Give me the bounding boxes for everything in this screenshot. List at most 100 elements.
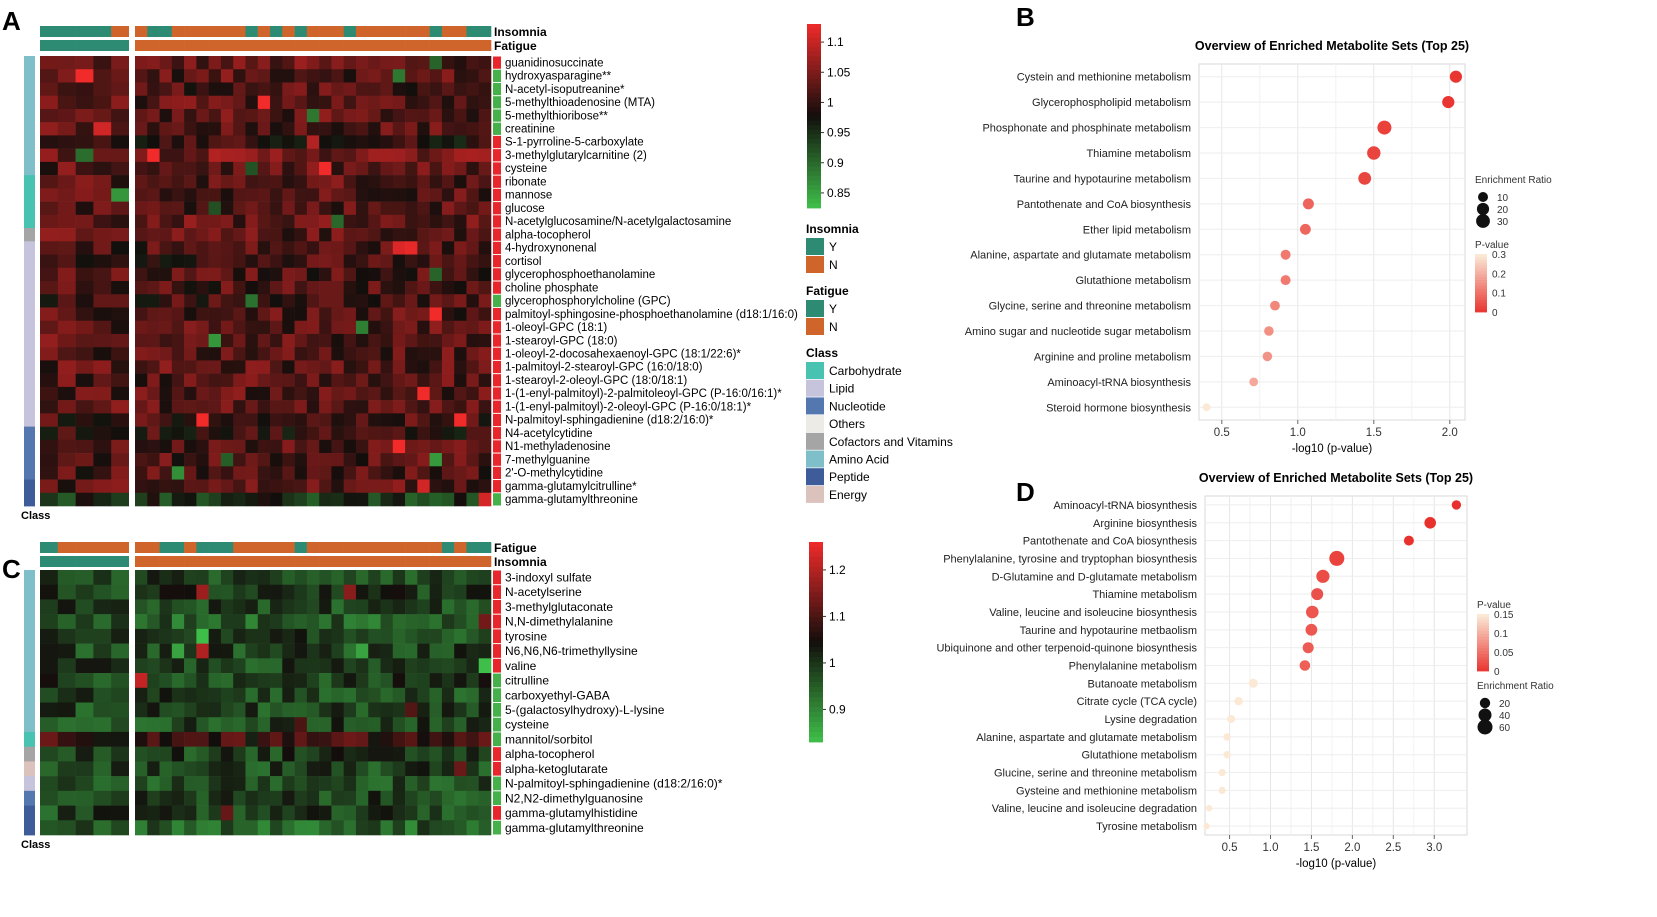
- heatmap-cell: [331, 570, 344, 586]
- heatmap-cell: [270, 281, 283, 295]
- heatmap-cell: [220, 643, 234, 659]
- heatmap-cell: [417, 347, 430, 361]
- heatmap-cell: [111, 148, 130, 163]
- annotation-cell: [220, 542, 234, 553]
- heatmap-cell: [380, 717, 394, 733]
- legend-class-swatch: [806, 397, 824, 415]
- heatmap-cell: [441, 453, 455, 467]
- size-legend-label: 20: [1497, 205, 1509, 216]
- annotation-cell: [454, 542, 467, 553]
- colorbar-tick-label: 0.95: [827, 126, 851, 140]
- heatmap-cell: [417, 175, 430, 189]
- heatmap-cell: [171, 254, 185, 269]
- heatmap-cell: [392, 161, 406, 176]
- heatmap-cell: [392, 400, 406, 414]
- heatmap-cell: [392, 687, 406, 703]
- heatmap-cell: [478, 584, 492, 600]
- annotation-track-label: Fatigue: [494, 39, 537, 53]
- heatmap-cell: [220, 386, 234, 401]
- heatmap-cell: [208, 347, 222, 361]
- data-point: [1329, 550, 1345, 566]
- heatmap-cell: [111, 628, 130, 644]
- heatmap-cell: [478, 307, 492, 322]
- size-legend-title: Enrichment Ratio: [1475, 175, 1552, 186]
- heatmap-cell: [159, 56, 173, 70]
- legend-class-title: Class: [806, 346, 838, 360]
- heatmap-cell: [245, 453, 259, 467]
- heatmap-cell: [196, 188, 209, 202]
- row-direction-marker: [493, 69, 501, 82]
- heatmap-cell: [257, 56, 271, 70]
- heatmap-cell: [355, 687, 369, 703]
- heatmap-cell: [319, 426, 332, 441]
- heatmap-cell: [159, 95, 173, 110]
- heatmap-cell: [245, 731, 259, 747]
- heatmap-cell: [196, 82, 209, 97]
- heatmap-cell: [171, 188, 185, 202]
- heatmap-cell: [245, 820, 259, 836]
- color-legend-step: [1477, 648, 1489, 652]
- heatmap-cell: [270, 386, 283, 401]
- heatmap-cell: [40, 426, 59, 441]
- color-legend-step: [1475, 306, 1487, 310]
- heatmap-cell: [380, 69, 394, 83]
- heatmap-cell: [441, 658, 455, 674]
- heatmap-cell: [196, 95, 209, 110]
- heatmap-cell: [40, 400, 59, 414]
- heatmap-cell: [196, 820, 209, 836]
- heatmap-cell: [392, 108, 406, 123]
- color-legend-step: [1475, 256, 1487, 261]
- color-legend-step: [1477, 639, 1489, 643]
- heatmap-cell: [355, 108, 369, 123]
- heatmap-cell: [355, 439, 369, 454]
- heatmap-cell: [343, 161, 357, 176]
- heatmap-cell: [40, 214, 59, 229]
- heatmap-cell: [245, 673, 259, 689]
- annotation-cell: [405, 556, 418, 567]
- heatmap-cell: [466, 214, 480, 229]
- heatmap-cell: [306, 643, 320, 659]
- heatmap-cell: [135, 466, 148, 480]
- color-legend-step: [1475, 300, 1487, 304]
- heatmap-cell: [245, 95, 259, 110]
- heatmap-cell: [368, 56, 381, 70]
- category-label: Phenylalanine, tyrosine and tryptophan b…: [943, 553, 1197, 565]
- heatmap-cell: [93, 320, 112, 335]
- heatmap-cell: [171, 790, 185, 806]
- heatmap-cell: [441, 333, 455, 348]
- heatmap-cell: [93, 228, 112, 242]
- color-legend-step: [1475, 274, 1487, 278]
- heatmap-cell: [171, 658, 185, 674]
- heatmap-cell: [208, 108, 222, 123]
- heatmap-cell: [40, 746, 59, 762]
- heatmap-cell: [466, 122, 480, 136]
- heatmap-cell: [270, 761, 283, 777]
- heatmap-cell: [40, 413, 59, 427]
- heatmap-cell: [282, 135, 295, 149]
- heatmap-cell: [282, 717, 295, 733]
- heatmap-cell: [93, 658, 112, 674]
- heatmap-cell: [343, 584, 357, 600]
- heatmap-cell: [454, 161, 467, 176]
- heatmap-cell: [417, 373, 430, 388]
- colorbar-step: [809, 672, 823, 678]
- heatmap-cell: [282, 570, 295, 586]
- heatmap-cell: [392, 426, 406, 441]
- heatmap-cell: [75, 413, 94, 427]
- heatmap-cell: [282, 400, 295, 414]
- heatmap-cell: [355, 658, 369, 674]
- colorbar-step: [809, 632, 823, 638]
- heatmap-cell: [466, 386, 480, 401]
- heatmap-cell: [392, 320, 406, 335]
- annotation-cell: [319, 26, 332, 37]
- heatmap-cell: [93, 214, 112, 229]
- legend-fatigue-y-label: Y: [829, 302, 837, 316]
- heatmap-cell: [282, 360, 295, 374]
- annotation-cell: [135, 40, 148, 51]
- heatmap-cell: [466, 188, 480, 202]
- heatmap-cell: [208, 69, 222, 83]
- heatmap-cell: [208, 294, 222, 308]
- heatmap-cell: [270, 492, 283, 507]
- heatmap-cell: [282, 175, 295, 189]
- heatmap-cell: [135, 108, 148, 123]
